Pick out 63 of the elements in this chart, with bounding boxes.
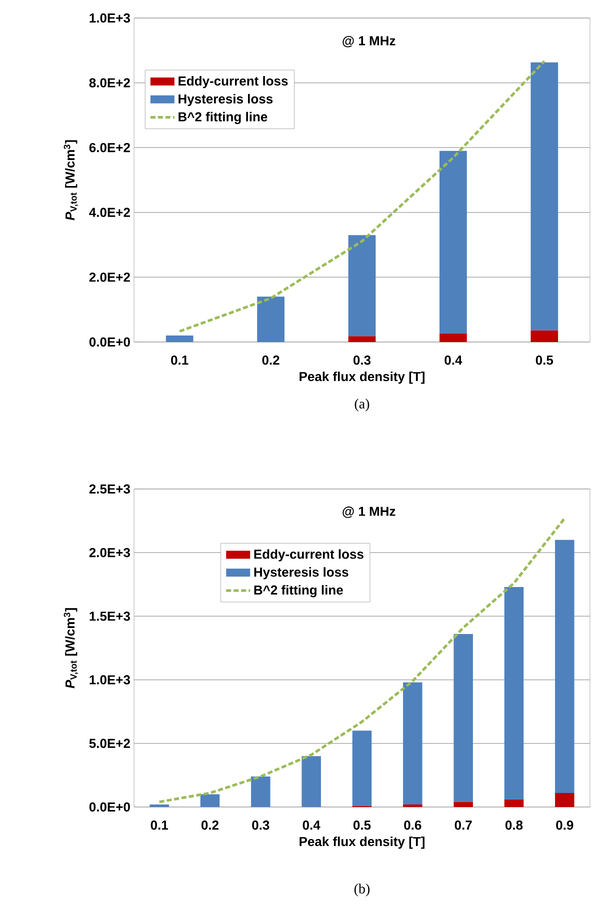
bar <box>504 799 524 807</box>
annotation: @ 1 MHz <box>342 36 396 48</box>
x-tick-label: 0.1 <box>150 820 168 830</box>
y-tick-label: 1.0E+3 <box>90 13 130 23</box>
y-tick-label: 2.0E+3 <box>89 548 130 558</box>
x-tick-label: 0.5 <box>536 356 554 365</box>
bar <box>504 586 524 800</box>
bar <box>352 730 372 806</box>
y-tick-label: 1.5E+3 <box>90 612 130 621</box>
bar <box>530 62 558 330</box>
x-axis-title: Peak flux density [T] <box>300 372 424 384</box>
y-tick-label: 8.0E+2 <box>89 78 130 88</box>
bar <box>403 804 422 807</box>
bar <box>257 296 284 342</box>
x-tick-label: 0.6 <box>404 820 422 830</box>
y-tick-label: 0.0E+0 <box>89 337 130 347</box>
legend-label: B^2 fitting line <box>178 112 268 124</box>
y-tick-label: 5.0E+2 <box>89 738 130 748</box>
y-tick-label: 2.0E+2 <box>89 272 130 282</box>
y-tick-label: 1.0E+3 <box>90 675 130 684</box>
line-series <box>178 60 546 333</box>
y-axis-title: P$_{V,tot}$ [W/cm$^{3}$] <box>64 140 78 220</box>
text: (a) <box>354 398 370 412</box>
bar <box>166 336 194 342</box>
annotation: @ 1 MHz <box>342 506 396 518</box>
x-tick-label: 0.5 <box>353 820 371 830</box>
bar <box>555 793 574 807</box>
legend-label: Hysteresis loss <box>178 94 273 106</box>
legend-label: Eddy-current loss <box>178 76 288 88</box>
bar <box>200 794 220 807</box>
bar <box>150 804 169 807</box>
x-tick-label: 0.3 <box>252 820 270 830</box>
legend-label: Hysteresis loss <box>254 567 348 580</box>
bar <box>440 150 467 334</box>
legend-label: Eddy-current loss <box>254 549 364 562</box>
y-tick-label: 4.0E+2 <box>89 208 130 217</box>
text: (b) <box>354 884 370 896</box>
bar <box>440 333 467 342</box>
bar <box>348 235 376 336</box>
bar <box>403 682 422 804</box>
bar <box>555 540 574 793</box>
x-axis-title: Peak flux density [T] <box>300 836 424 849</box>
x-tick-label: 0.4 <box>444 356 462 365</box>
legend-label: B^2 fitting line <box>254 585 343 598</box>
y-tick-label: 2.5E+3 <box>89 484 130 494</box>
bar <box>530 330 558 342</box>
x-tick-label: 0.9 <box>556 820 574 830</box>
bar <box>251 776 270 807</box>
line-series <box>158 516 566 804</box>
x-tick-label: 0.1 <box>171 356 188 365</box>
x-tick-label: 0.3 <box>353 356 371 365</box>
y-axis-title: P$_{V,tot}$ [W/cm$^{3}$] <box>64 608 78 688</box>
bar <box>302 756 321 807</box>
x-tick-label: 0.8 <box>505 820 523 830</box>
bar <box>454 634 473 802</box>
x-tick-label: 0.4 <box>302 820 320 830</box>
x-tick-label: 0.2 <box>201 820 219 830</box>
bar <box>348 336 376 342</box>
x-tick-label: 0.2 <box>262 356 280 365</box>
x-tick-label: 0.7 <box>454 820 472 830</box>
y-tick-label: 0.0E+0 <box>89 802 130 812</box>
y-tick-label: 6.0E+2 <box>89 143 130 152</box>
bar <box>454 802 473 807</box>
